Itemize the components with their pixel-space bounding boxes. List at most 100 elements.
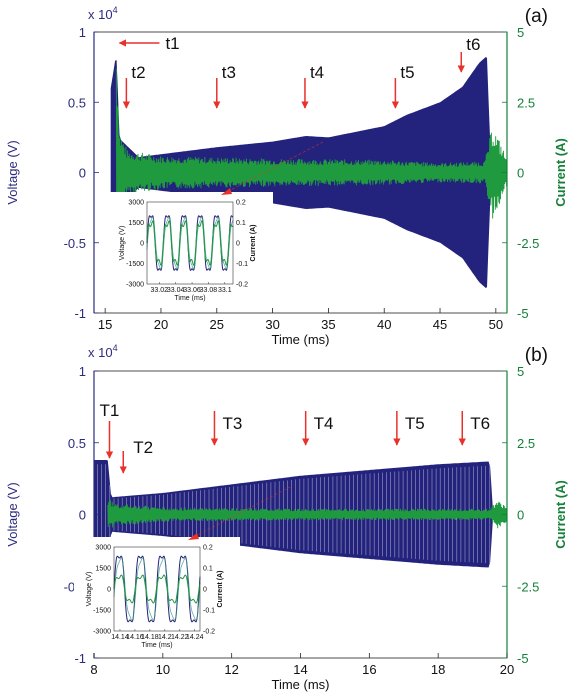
inset-x-tick-label: 33.1 [218, 287, 232, 294]
y2-tick-label: -5 [517, 306, 529, 321]
inset-y-tick-label: 3000 [128, 200, 144, 207]
y2-tick-label: -2.5 [517, 579, 539, 594]
multiplier-base: x 10 [88, 7, 113, 22]
y-tick-label: 0 [79, 508, 86, 523]
x-tick-label: 20 [500, 662, 514, 677]
x-tick-label: 30 [265, 317, 279, 332]
inset-background [107, 192, 273, 306]
y2-tick-label: 0 [517, 508, 524, 523]
y-axis-label: Voltage (V) [5, 140, 20, 204]
y-axis-multiplier: x 104 [88, 5, 118, 22]
inset-y2-tick-label: 0 [236, 241, 240, 248]
inset-y-tick-label: 1500 [95, 566, 111, 573]
inset-y-tick-label: 1500 [128, 220, 144, 227]
y-axis-multiplier: x 104 [88, 343, 118, 360]
inset-x-tick-label: 33.06 [183, 287, 201, 294]
x-tick-label: 25 [210, 317, 224, 332]
y2-tick-label: 5 [517, 25, 524, 40]
inset-y2-axis-label: Current (A) [217, 571, 224, 608]
inset-y-axis-label: Voltage (V) [86, 572, 93, 607]
inset-y2-tick-label: -0.1 [203, 608, 215, 615]
x-axis-label: Time (ms) [271, 677, 329, 692]
y-tick-label: 1 [79, 364, 86, 379]
multiplier-base: x 10 [88, 345, 113, 360]
y2-tick-label: -2.5 [517, 236, 539, 251]
annotation-label: T5 [405, 414, 425, 433]
inset-y-tick-label: -3000 [93, 629, 111, 636]
y-tick-label: 1 [79, 25, 86, 40]
inset-y2-tick-label: 0.2 [236, 200, 246, 207]
inset-y2-tick-label: 0.1 [203, 566, 213, 573]
inset-frame [146, 201, 234, 285]
current-series [107, 499, 508, 529]
current-series [115, 68, 508, 272]
annotation-label: T1 [99, 401, 119, 420]
y-tick-label: 0.5 [68, 436, 86, 451]
y-tick-label: -1 [74, 306, 86, 321]
annotation-label: t3 [222, 63, 236, 82]
x-tick-label: 14 [293, 662, 307, 677]
inset-x-axis-label: Time (ms) [141, 642, 172, 649]
y2-tick-label: 0 [517, 166, 524, 181]
x-tick-label: 10 [156, 662, 170, 677]
inset-x-tick-label: 14.24 [186, 634, 204, 641]
inset-current-series [113, 574, 201, 604]
inset-y-tick-label: -1500 [126, 261, 144, 268]
x-tick-label: 35 [321, 317, 335, 332]
inset-y2-tick-label: -0.2 [203, 629, 215, 636]
y-tick-label: 0.5 [68, 95, 86, 110]
inset-y2-tick-label: 0 [203, 587, 207, 594]
x-tick-label: 8 [90, 662, 97, 677]
inset-x-axis-label: Time (ms) [174, 295, 205, 302]
inset-y2-tick-label: -0.2 [236, 282, 248, 289]
annotation-label: T3 [222, 414, 242, 433]
inset-x-tick-label: 33.02 [151, 287, 169, 294]
inset-x-tick-label: 33.04 [167, 287, 185, 294]
inset-voltage-trace-2 [113, 557, 201, 621]
annotation-label: T4 [314, 414, 334, 433]
inset-current-series [146, 220, 234, 266]
y-tick-label: -0.5 [64, 236, 86, 251]
x-tick-label: 12 [224, 662, 238, 677]
x-axis-label: Time (ms) [271, 332, 329, 347]
y-tick-label: 0 [79, 166, 86, 181]
x-tick-label: 18 [431, 662, 445, 677]
inset-y2-tick-label: 0.2 [203, 545, 213, 552]
annotation-label: t6 [466, 35, 480, 54]
inset-x-tick-label: 14.2 [158, 634, 172, 641]
inset-x-tick-label: 14.22 [171, 634, 189, 641]
x-tick-label: 40 [377, 317, 391, 332]
annotation-label: t5 [400, 63, 414, 82]
annotation-label: t1 [165, 34, 179, 53]
annotation-label: t4 [310, 63, 324, 82]
inset-y2-tick-label: 0.1 [236, 220, 246, 227]
inset-x-tick-label: 14.16 [126, 634, 144, 641]
x-tick-label: 45 [433, 317, 447, 332]
inset-y-tick-label: 0 [107, 587, 111, 594]
inset-y-tick-label: 0 [140, 241, 144, 248]
inset-x-tick-label: 14.14 [111, 634, 129, 641]
x-tick-label: 20 [154, 317, 168, 332]
y2-tick-label: 5 [517, 364, 524, 379]
inset-frame [113, 546, 201, 632]
inset-x-tick-label: 14.18 [141, 634, 159, 641]
inset-pointer-head [221, 188, 232, 195]
multiplier-exponent: 4 [113, 5, 118, 15]
inset-y2-axis-label: Current (A) [250, 225, 257, 262]
inset-pointer-head [188, 533, 199, 540]
inset-voltage-series [146, 215, 234, 271]
inset-y2-tick-label: -0.1 [236, 261, 248, 268]
y2-axis-label: Current (A) [553, 138, 568, 207]
inset-y-tick-label: -1500 [93, 608, 111, 615]
y2-tick-label: 2.5 [517, 436, 535, 451]
panel-label: (b) [525, 345, 548, 366]
annotation-label: T2 [133, 438, 153, 457]
inset-y-axis-label: Voltage (V) [119, 226, 126, 261]
y2-tick-label: -5 [517, 651, 529, 666]
multiplier-exponent: 4 [113, 343, 118, 353]
